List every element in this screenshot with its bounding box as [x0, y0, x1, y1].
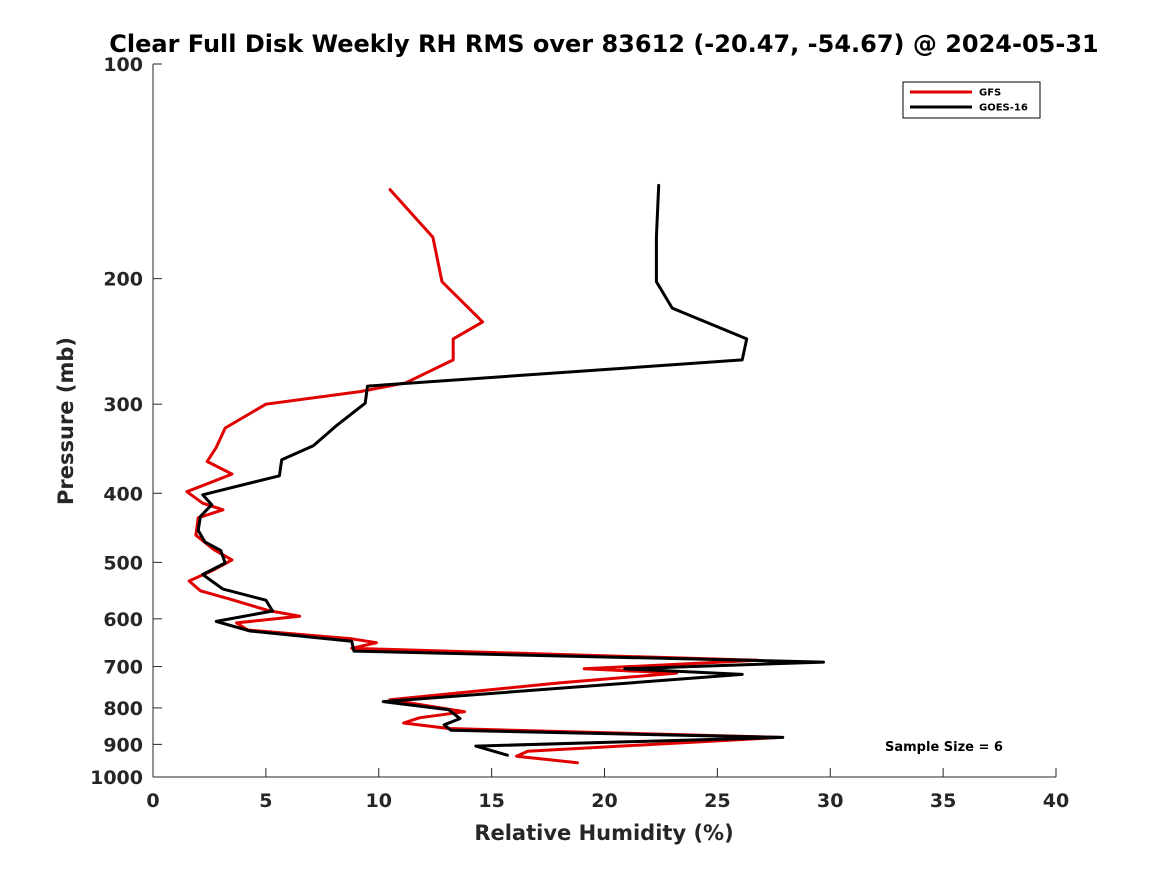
- y-axis-label: Pressure (mb): [54, 337, 78, 505]
- y-ticks: 100 200 300 400 500 600 700 800 900 1000: [90, 54, 162, 789]
- x-axis-label: Relative Humidity (%): [474, 821, 733, 845]
- y-tick-label: 600: [103, 609, 143, 631]
- series-lines: [185, 183, 825, 765]
- plot-area: 0 5 10 15 20 25 30 35 40 100 200 300 400 500 600 700 80…: [90, 54, 1069, 812]
- x-ticks: 0 5 10 15 20 25 30 35 40: [146, 768, 1069, 812]
- legend-items: GFS GOES-16: [910, 88, 1028, 114]
- x-tick-label: 25: [704, 790, 730, 812]
- chart-title: Clear Full Disk Weekly RH RMS over 83612…: [109, 30, 1098, 58]
- x-tick-label: 0: [146, 790, 159, 812]
- y-tick-label: 800: [103, 698, 143, 720]
- series-line-goes-16: [196, 183, 825, 757]
- x-tick-label: 30: [817, 790, 843, 812]
- legend-label-gfs: GFS: [979, 88, 1001, 99]
- x-tick-label: 20: [591, 790, 617, 812]
- y-tick-label: 400: [103, 483, 143, 505]
- y-tick-label: 300: [103, 394, 143, 416]
- x-tick-label: 35: [930, 790, 956, 812]
- series-line-gfs: [185, 188, 783, 765]
- legend-box: [902, 81, 1041, 119]
- y-tick-label: 700: [103, 657, 143, 679]
- sample-size-annotation: Sample Size = 6: [885, 740, 1003, 755]
- y-tick-label: 900: [103, 734, 143, 756]
- x-tick-label: 5: [259, 790, 272, 812]
- y-tick-label: 500: [103, 552, 143, 574]
- x-tick-label: 40: [1043, 790, 1069, 812]
- legend: GFS GOES-16: [902, 81, 1041, 119]
- legend-label-goes-16: GOES-16: [979, 103, 1028, 114]
- x-tick-label: 15: [478, 790, 504, 812]
- x-tick-label: 10: [366, 790, 392, 812]
- y-tick-label: 200: [103, 269, 143, 291]
- y-tick-label: 1000: [90, 767, 143, 789]
- y-tick-label: 100: [103, 54, 143, 76]
